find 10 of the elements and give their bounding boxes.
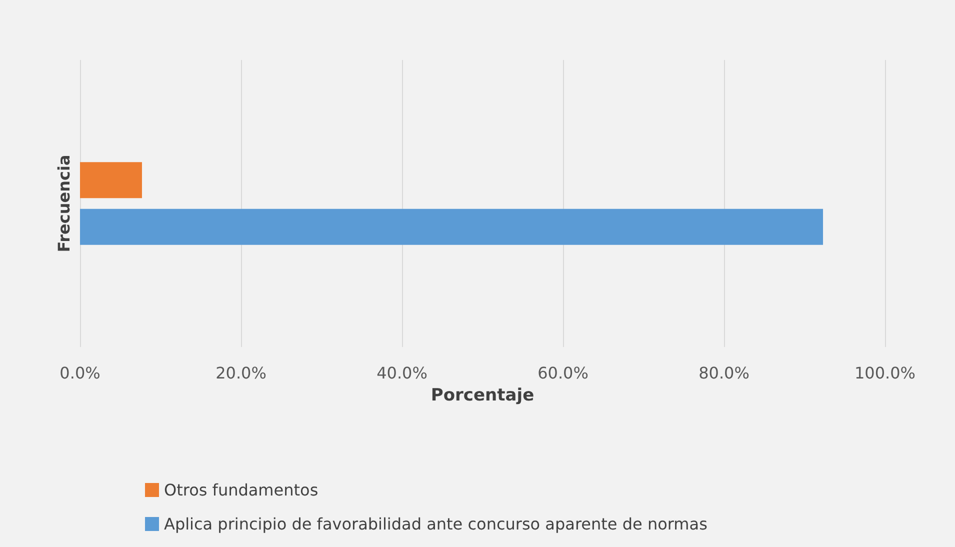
legend-label: Aplica principio de favorabilidad ante concurso aparente de normas [164, 514, 708, 534]
y-tick-label: Frecuencia [54, 154, 74, 252]
x-tick-label: 80.0% [698, 364, 750, 382]
x-tick-label: 60.0% [538, 364, 588, 382]
x-tick-label: 20.0% [216, 364, 266, 382]
x-tick-label: 100.0% [854, 364, 916, 382]
x-tick-label: 0.0% [60, 364, 100, 382]
x-tick-label: 40.0% [376, 364, 428, 382]
legend-label: Otros fundamentos [164, 480, 318, 500]
x-axis-title: Porcentaje [430, 386, 534, 406]
